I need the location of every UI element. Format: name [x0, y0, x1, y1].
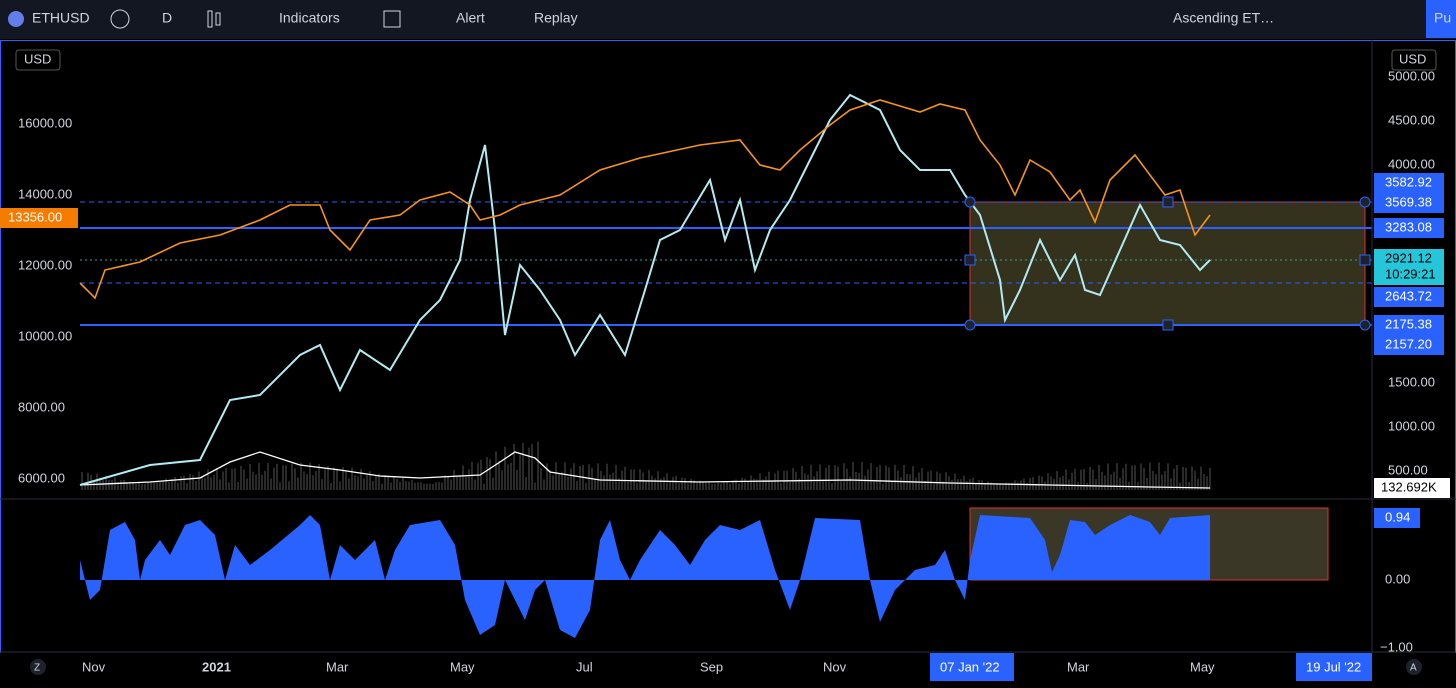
time-label: May	[1190, 659, 1215, 674]
right-tick-label: 1500.00	[1388, 374, 1435, 389]
price-tag: 13356.00	[8, 209, 62, 224]
time-tag: 07 Jan '22	[940, 659, 1000, 674]
currency-button[interactable]	[15, 49, 61, 71]
tag-bg	[1374, 287, 1444, 307]
price-tag-bg	[0, 208, 78, 228]
tag: 2643.72	[1385, 288, 1432, 303]
tag: 132.692K	[1381, 479, 1437, 494]
indicator-tick-label: 0.00	[1385, 571, 1410, 586]
tag: 3582.92	[1385, 174, 1432, 189]
replay[interactable]: Replay	[534, 10, 578, 26]
handle[interactable]	[964, 196, 976, 208]
time-label: May	[450, 659, 475, 674]
compare-series	[79, 99, 1211, 300]
button[interactable]	[1406, 659, 1422, 675]
left-tick-label: 8000.00	[18, 399, 65, 414]
indicators[interactable]: Indicators	[279, 10, 340, 26]
chart-type[interactable]	[207, 10, 213, 28]
right-tick-label: 500.00	[1388, 462, 1428, 477]
time-tag-bg	[1296, 653, 1372, 681]
indicator-area	[80, 515, 1210, 638]
currency[interactable]: USD	[1399, 51, 1426, 66]
time-button[interactable]: Z	[34, 663, 40, 674]
handle[interactable]	[1162, 196, 1174, 208]
tag-bg	[1374, 335, 1444, 355]
time-label: Nov	[82, 659, 106, 674]
right-tick-label: 1000.00	[1388, 418, 1435, 433]
right-tick-label: 4500.00	[1388, 112, 1435, 127]
time-button[interactable]: A	[1410, 663, 1417, 674]
left-tick-label: 12000.00	[18, 257, 72, 272]
tag-bg	[1374, 478, 1450, 498]
handle[interactable]	[1359, 254, 1371, 266]
time-label: Mar	[1067, 659, 1090, 674]
tag-bg	[1374, 508, 1420, 528]
handle[interactable]	[1359, 196, 1371, 208]
time-axis	[0, 653, 1456, 683]
right-tick-label: 5000.00	[1388, 68, 1435, 83]
time-label: Nov	[823, 659, 847, 674]
currency[interactable]: USD	[24, 51, 51, 66]
symbol-icon	[8, 11, 24, 27]
chart-type-b	[215, 12, 221, 26]
time-tag: 19 Jul '22	[1306, 659, 1361, 674]
tag: 2157.20	[1385, 336, 1432, 351]
tag: 10:29:21	[1385, 266, 1436, 281]
indicator-tag: 0.94	[1385, 509, 1410, 524]
tag-bg	[1374, 249, 1444, 285]
templates[interactable]	[383, 10, 401, 28]
left-axis: 16000.00 14000.00 12000.00 10000.00 8000…	[18, 115, 72, 485]
right-tags: 3582.92 3569.38 3283.08 2921.12 10:29:21…	[1374, 173, 1450, 498]
publish-button[interactable]	[1426, 0, 1456, 38]
interval[interactable]: D	[162, 10, 172, 26]
volume-average	[79, 451, 1211, 489]
tag: 2175.38	[1385, 316, 1432, 331]
range-handles[interactable]	[964, 196, 1371, 331]
handle[interactable]	[1359, 319, 1371, 331]
toolbar	[0, 0, 1456, 39]
time-label: 2021	[202, 659, 231, 674]
add-symbol[interactable]	[110, 9, 130, 29]
left-tick-label: 6000.00	[18, 470, 65, 485]
range-box[interactable]	[969, 201, 1366, 326]
alert[interactable]: Alert	[456, 10, 485, 26]
right-tick-label: 4000.00	[1388, 156, 1435, 171]
tag: 3283.08	[1385, 219, 1432, 234]
time-label: Mar	[326, 659, 349, 674]
time-tag-bg	[930, 653, 1014, 681]
time-label: Sep	[700, 659, 723, 674]
handle[interactable]	[964, 254, 976, 266]
tag-bg	[1374, 173, 1444, 193]
tag-bg	[1374, 315, 1444, 335]
time-label: Jul	[576, 659, 593, 674]
handle[interactable]	[964, 319, 976, 331]
publish[interactable]: Pu	[1434, 10, 1451, 26]
tag: 3569.38	[1385, 194, 1432, 209]
button[interactable]	[30, 659, 46, 675]
left-tick-label: 10000.00	[18, 328, 72, 343]
layout-name[interactable]: Ascending ET…	[1173, 10, 1274, 26]
left-tick-label: 16000.00	[18, 115, 72, 130]
tag-bg	[1374, 218, 1444, 238]
left-tick-label: 14000.00	[18, 186, 72, 201]
tag-bg	[1374, 193, 1444, 213]
volume	[81, 441, 1211, 490]
handle[interactable]	[1162, 319, 1174, 331]
currency-button[interactable]	[1391, 49, 1437, 71]
symbol[interactable]: ETHUSD	[32, 10, 90, 26]
indicator-tick-label: −1.00	[1380, 639, 1413, 654]
price-series	[79, 93, 1211, 486]
tag: 2921.12	[1385, 250, 1432, 265]
